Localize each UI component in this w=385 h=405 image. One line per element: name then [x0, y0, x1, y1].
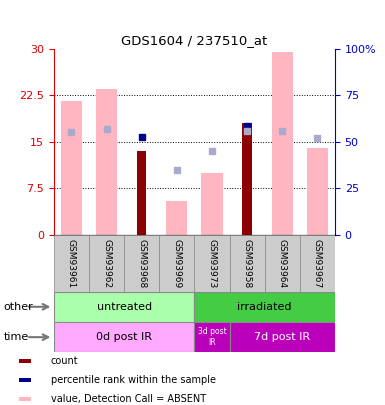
- Bar: [124, 235, 159, 292]
- Text: 3d post
IR: 3d post IR: [198, 328, 226, 347]
- Text: percentile rank within the sample: percentile rank within the sample: [51, 375, 216, 385]
- Text: untreated: untreated: [97, 302, 152, 312]
- Bar: [19, 378, 31, 382]
- Text: count: count: [51, 356, 79, 366]
- Bar: [166, 201, 187, 235]
- Bar: [19, 397, 31, 401]
- Bar: [137, 151, 146, 235]
- Text: GSM93961: GSM93961: [67, 239, 76, 288]
- Bar: [307, 148, 328, 235]
- Text: 7d post IR: 7d post IR: [254, 332, 310, 342]
- Bar: [272, 52, 293, 235]
- Text: GSM93964: GSM93964: [278, 239, 287, 288]
- Text: GSM93967: GSM93967: [313, 239, 322, 288]
- Bar: [229, 235, 265, 292]
- Text: 0d post IR: 0d post IR: [96, 332, 152, 342]
- Bar: [159, 235, 194, 292]
- Bar: [300, 235, 335, 292]
- Bar: [194, 235, 229, 292]
- Text: GSM93973: GSM93973: [208, 239, 216, 288]
- Bar: [243, 123, 252, 235]
- Text: other: other: [4, 302, 33, 312]
- Bar: [61, 101, 82, 235]
- Bar: [194, 292, 335, 322]
- Text: GSM93958: GSM93958: [243, 239, 252, 288]
- Text: time: time: [4, 332, 29, 342]
- Bar: [96, 89, 117, 235]
- Bar: [201, 173, 223, 235]
- Bar: [54, 235, 89, 292]
- Title: GDS1604 / 237510_at: GDS1604 / 237510_at: [121, 34, 268, 47]
- Text: irradiated: irradiated: [238, 302, 292, 312]
- Bar: [229, 322, 335, 352]
- Bar: [54, 322, 194, 352]
- Bar: [19, 359, 31, 363]
- Text: GSM93968: GSM93968: [137, 239, 146, 288]
- Bar: [54, 292, 194, 322]
- Text: GSM93962: GSM93962: [102, 239, 111, 288]
- Bar: [194, 322, 229, 352]
- Bar: [264, 235, 300, 292]
- Bar: [89, 235, 124, 292]
- Text: GSM93969: GSM93969: [172, 239, 181, 288]
- Text: value, Detection Call = ABSENT: value, Detection Call = ABSENT: [51, 394, 206, 404]
